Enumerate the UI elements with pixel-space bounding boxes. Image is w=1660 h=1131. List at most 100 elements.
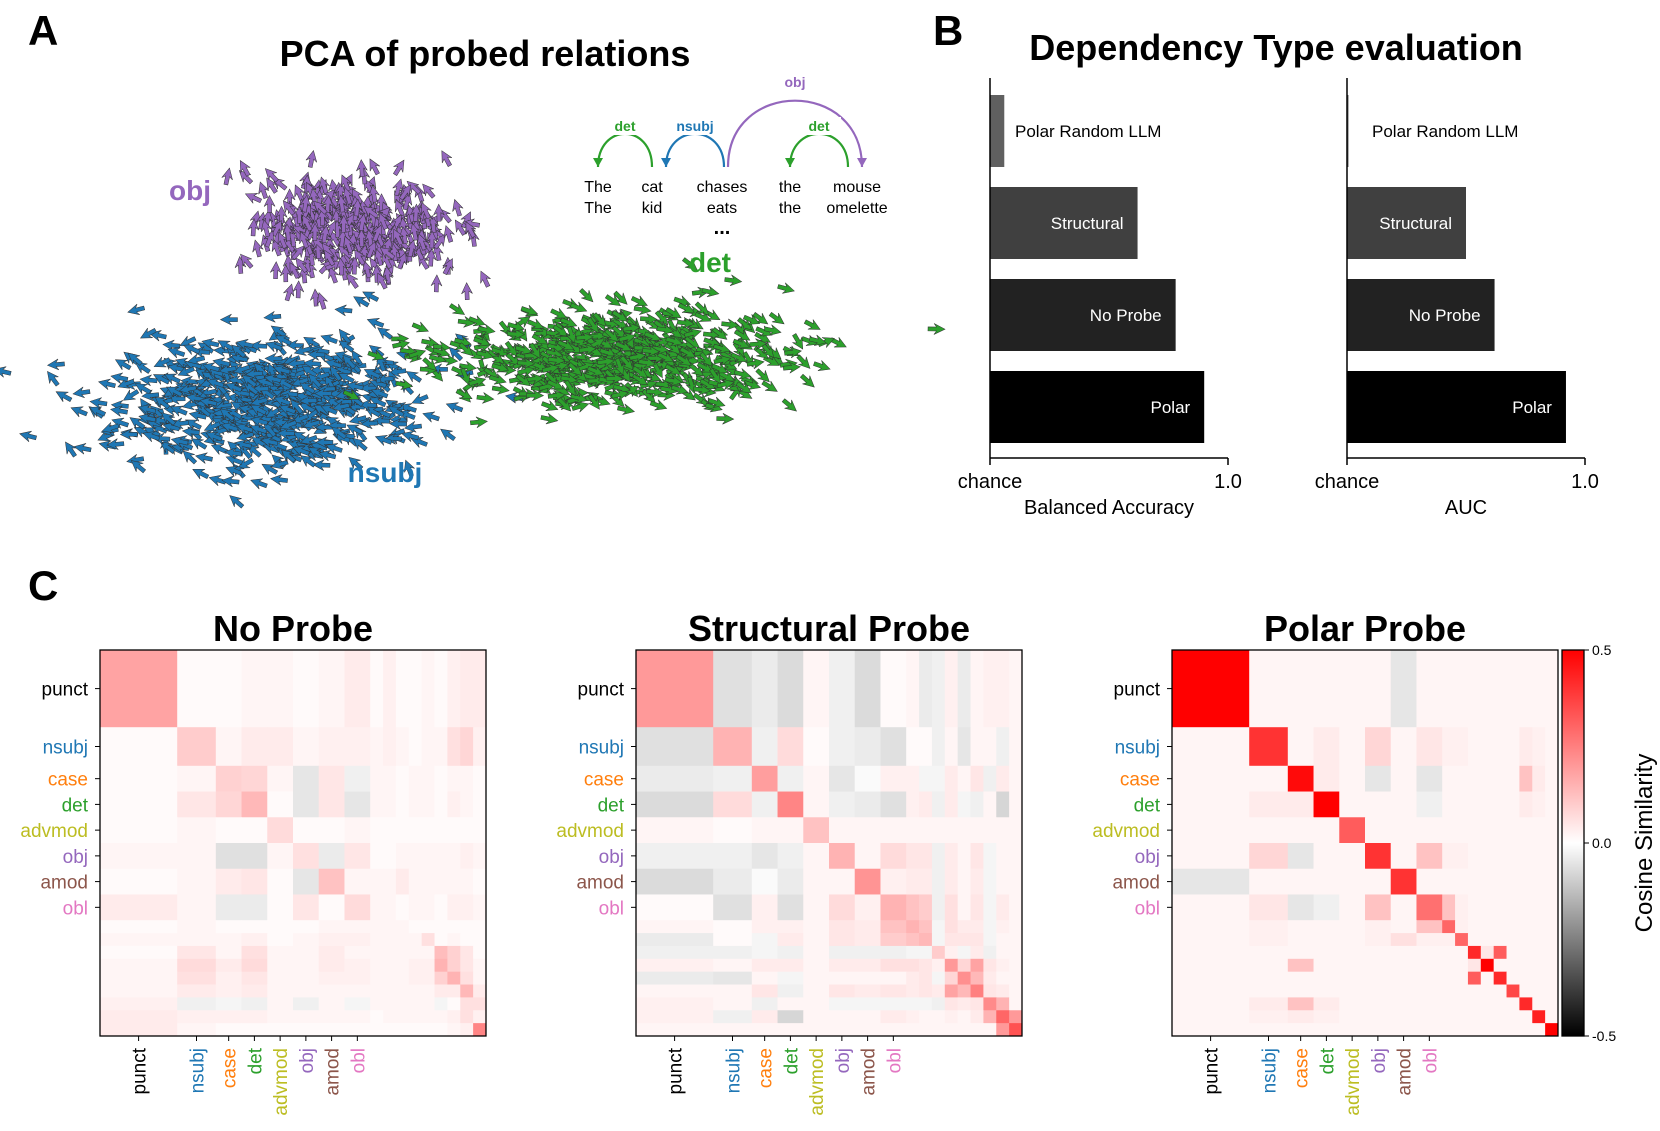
arrow-point <box>483 367 500 380</box>
arrow-point <box>337 214 350 233</box>
arrow-point <box>468 315 486 327</box>
heatmap-cell <box>318 958 345 973</box>
heatmap-cell <box>1442 791 1456 818</box>
column-label: advmod <box>271 1048 292 1116</box>
arrow-point <box>477 324 496 336</box>
heatmap-cell <box>434 894 448 921</box>
heatmap-cell <box>919 997 933 1011</box>
heatmap-cell <box>421 843 435 870</box>
arrow-point <box>110 372 129 384</box>
arrow-point <box>592 312 607 327</box>
panel-label-b: B <box>933 7 963 54</box>
arc-label: nsubj <box>676 118 713 134</box>
heatmap-cell <box>1532 727 1546 767</box>
arrow-point <box>768 311 785 325</box>
example-word: The <box>584 200 612 217</box>
heatmap-cell <box>100 1010 178 1024</box>
heatmap-cell <box>777 1023 804 1037</box>
arrow-point <box>408 348 427 360</box>
heatmap-cell <box>408 727 423 767</box>
arrow-point <box>159 441 176 454</box>
heatmap-cell <box>1390 765 1417 792</box>
heatmap-cell <box>751 727 778 767</box>
heatmap-cell <box>473 817 487 844</box>
heatmap-cell <box>1467 971 1482 985</box>
heatmap-cell <box>293 894 320 921</box>
heatmap-title: No Probe <box>213 608 373 649</box>
cluster-obj <box>221 149 491 310</box>
arrow-point <box>340 174 352 192</box>
heatmap-cell <box>473 868 487 895</box>
heatmap-cell <box>434 650 448 728</box>
heatmap-cell <box>983 843 997 870</box>
arrow-point <box>777 282 795 294</box>
heatmap-cell <box>829 765 856 792</box>
heatmap-cell <box>854 920 881 934</box>
arrow-point <box>742 314 761 325</box>
heatmap-cell <box>996 997 1010 1011</box>
heatmap-cell <box>996 843 1010 870</box>
heatmap-cell <box>344 997 371 1011</box>
heatmap-cell <box>1009 933 1023 947</box>
heatmap-cell <box>906 984 920 998</box>
heatmap-cell <box>434 997 448 1011</box>
heatmap-cell <box>370 958 384 973</box>
heatmap-cell <box>293 984 320 998</box>
arrow-point <box>733 368 752 380</box>
heatmap-cell <box>1506 894 1520 921</box>
heatmap-cell <box>1545 1010 1559 1024</box>
heatmap-cell <box>395 958 410 973</box>
heatmap-cell <box>1506 933 1520 947</box>
heatmap-cell <box>1467 1010 1482 1024</box>
arrow-point <box>302 418 321 430</box>
arrow-point <box>206 378 225 390</box>
heatmap-cell <box>803 971 830 985</box>
arrow-point <box>557 339 575 350</box>
heatmap-cell <box>944 958 959 973</box>
arrow-point <box>141 389 160 401</box>
heatmap-cell <box>177 920 217 934</box>
heatmap-cell <box>1506 984 1520 998</box>
heatmap-cell <box>1313 817 1340 844</box>
heatmap-cell <box>1009 868 1023 895</box>
heatmap-cell <box>919 791 933 818</box>
heatmap-cell <box>100 868 178 895</box>
arrow-point <box>293 344 312 356</box>
panel-label-c: C <box>28 562 58 609</box>
heatmap-cell <box>854 1010 881 1024</box>
arrow-point <box>258 181 270 200</box>
row-label: case <box>48 770 88 791</box>
arrow-point <box>784 346 802 359</box>
heatmap-cell <box>957 958 971 973</box>
heatmap-cell <box>1545 958 1559 973</box>
heatmap-cell <box>1390 868 1417 895</box>
heatmap-cell <box>854 868 881 895</box>
arrow-point <box>190 438 208 450</box>
heatmap-cell <box>1172 1023 1250 1037</box>
arrow-point <box>746 357 765 370</box>
heatmap-cell <box>344 1023 371 1037</box>
heatmap-cell <box>970 765 984 792</box>
row-label: punct <box>1114 680 1161 701</box>
heatmap-cell <box>1519 894 1533 921</box>
column-label: obl <box>1420 1048 1441 1073</box>
heatmap-cell <box>906 971 920 985</box>
arrow-point <box>440 428 456 442</box>
arrow-point <box>507 320 525 332</box>
heatmap-cell <box>713 894 753 921</box>
heatmap-cell <box>293 1023 320 1037</box>
heatmap-cell <box>434 933 448 947</box>
arrow-point <box>318 449 337 462</box>
arrow-point <box>316 208 329 226</box>
heatmap-cell <box>1313 843 1340 870</box>
heatmap-cell <box>318 971 345 985</box>
arrow-point <box>225 455 244 467</box>
heatmap-cell <box>906 765 920 792</box>
arrow-point <box>239 160 251 177</box>
heatmap-cell <box>1532 791 1546 818</box>
heatmap-cell <box>636 984 714 998</box>
heatmap-cell <box>370 868 384 895</box>
arrow-point <box>72 386 91 399</box>
heatmap-cell <box>829 984 856 998</box>
heatmap-cell <box>383 997 397 1011</box>
